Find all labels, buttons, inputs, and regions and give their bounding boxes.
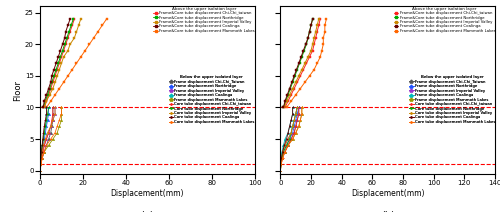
Y-axis label: Floor: Floor <box>13 80 22 101</box>
Legend: Frame displacement Chi-Chi_Taiwan, Frame displacement Northridge, Frame displace: Frame displacement Chi-Chi_Taiwan, Frame… <box>409 75 495 124</box>
Text: (b): (b) <box>381 211 394 212</box>
X-axis label: Displacement(mm): Displacement(mm) <box>351 189 424 198</box>
Legend: Frame displacement Chi-Chi_Taiwan, Frame displacement Northridge, Frame displace: Frame displacement Chi-Chi_Taiwan, Frame… <box>168 75 255 124</box>
X-axis label: Displacement(mm): Displacement(mm) <box>110 189 184 198</box>
Text: (a): (a) <box>140 211 154 212</box>
